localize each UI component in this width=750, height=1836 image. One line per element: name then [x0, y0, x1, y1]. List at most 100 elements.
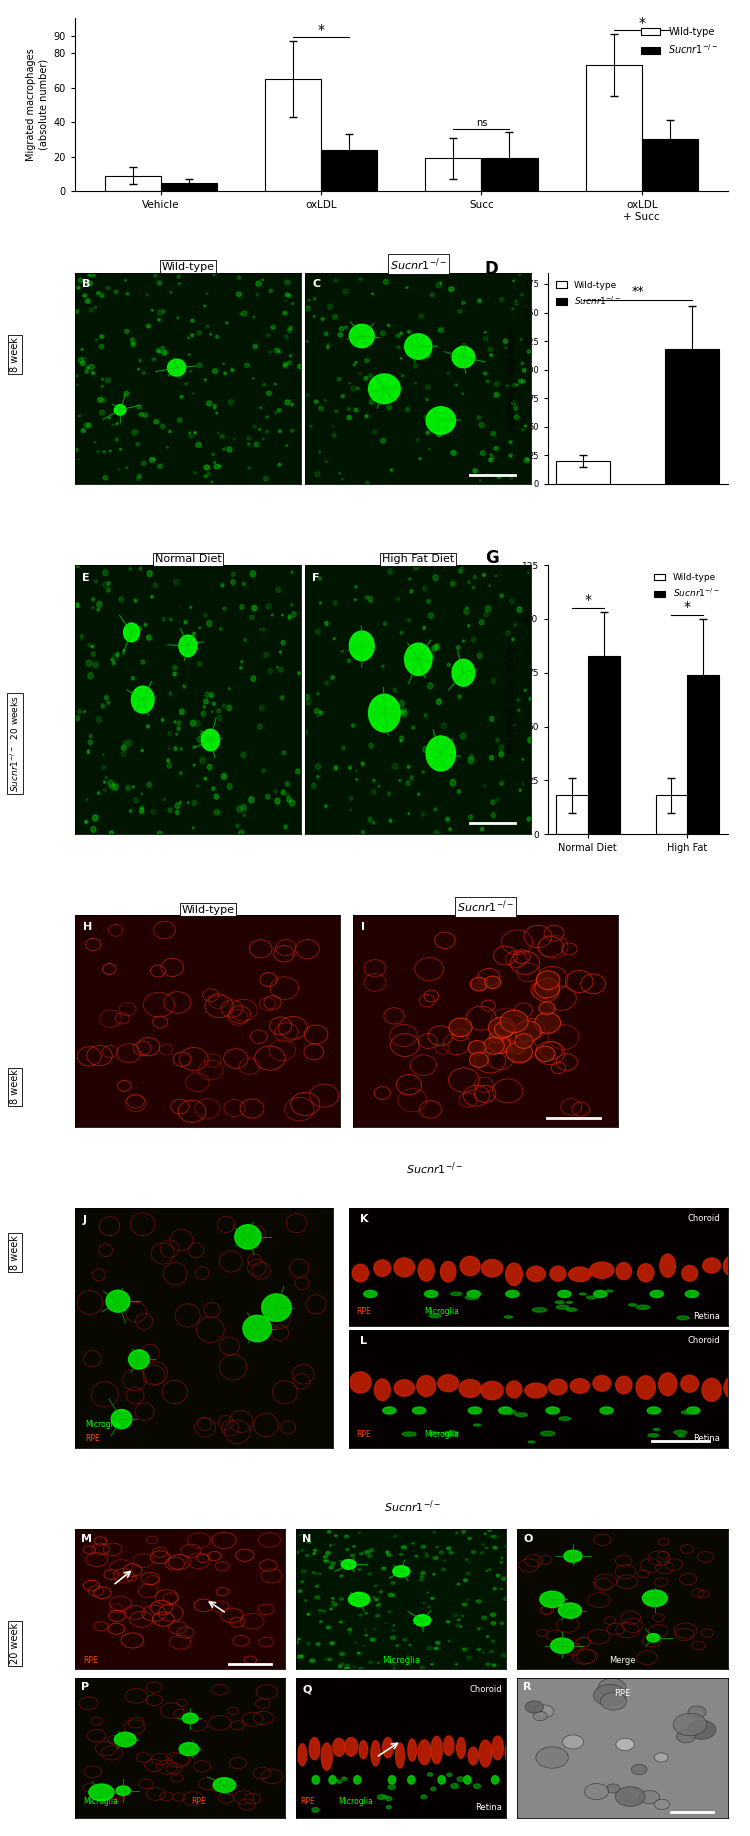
- Circle shape: [190, 720, 196, 727]
- Circle shape: [349, 766, 352, 769]
- Circle shape: [248, 442, 250, 446]
- Circle shape: [386, 1797, 392, 1801]
- Title: $Sucnr1^{-/-}$: $Sucnr1^{-/-}$: [389, 255, 447, 272]
- Circle shape: [365, 595, 368, 599]
- Circle shape: [419, 314, 423, 318]
- Circle shape: [114, 290, 118, 294]
- Circle shape: [654, 1799, 670, 1810]
- Circle shape: [430, 1432, 439, 1434]
- Circle shape: [502, 1577, 507, 1581]
- Circle shape: [522, 369, 526, 373]
- Circle shape: [129, 567, 132, 571]
- Circle shape: [190, 334, 194, 336]
- Circle shape: [124, 329, 129, 334]
- Circle shape: [276, 588, 280, 593]
- Circle shape: [179, 709, 184, 714]
- Circle shape: [235, 1225, 261, 1248]
- Circle shape: [80, 362, 85, 365]
- Circle shape: [103, 582, 108, 588]
- Circle shape: [427, 683, 433, 688]
- Circle shape: [112, 424, 114, 426]
- Circle shape: [345, 1663, 350, 1667]
- Circle shape: [430, 294, 434, 297]
- Circle shape: [347, 408, 350, 409]
- Circle shape: [451, 450, 456, 455]
- Ellipse shape: [506, 1742, 515, 1764]
- Circle shape: [482, 1544, 484, 1546]
- Circle shape: [382, 1796, 387, 1797]
- Circle shape: [474, 1785, 481, 1788]
- Circle shape: [342, 1777, 346, 1781]
- Circle shape: [500, 1561, 502, 1562]
- Circle shape: [448, 828, 452, 830]
- Circle shape: [201, 733, 205, 736]
- Circle shape: [419, 457, 422, 459]
- Circle shape: [502, 1654, 506, 1656]
- Circle shape: [371, 292, 374, 296]
- Circle shape: [154, 420, 158, 424]
- Circle shape: [168, 430, 171, 433]
- Bar: [160, 182, 217, 191]
- Circle shape: [89, 734, 92, 738]
- Circle shape: [196, 784, 199, 788]
- Circle shape: [556, 1305, 568, 1309]
- Circle shape: [212, 701, 215, 705]
- Text: $Sucnr1^{-/-}$: $Sucnr1^{-/-}$: [406, 1160, 463, 1177]
- Bar: [656, 795, 688, 834]
- Circle shape: [254, 345, 257, 349]
- Circle shape: [207, 472, 211, 476]
- Title: Wild-type: Wild-type: [161, 263, 214, 272]
- Ellipse shape: [686, 1291, 698, 1298]
- Circle shape: [406, 286, 408, 288]
- Circle shape: [288, 294, 291, 297]
- Circle shape: [497, 476, 500, 479]
- Circle shape: [536, 1746, 568, 1768]
- Circle shape: [514, 1021, 541, 1041]
- Circle shape: [100, 334, 104, 338]
- Circle shape: [146, 725, 149, 729]
- Circle shape: [323, 1561, 326, 1562]
- Circle shape: [305, 1555, 309, 1557]
- Circle shape: [306, 340, 308, 341]
- Circle shape: [555, 1302, 564, 1304]
- Text: Choroid: Choroid: [470, 1685, 502, 1695]
- Circle shape: [368, 1555, 372, 1557]
- Circle shape: [494, 446, 498, 450]
- Circle shape: [93, 815, 98, 821]
- Circle shape: [194, 745, 196, 749]
- Text: C: C: [312, 279, 320, 288]
- Circle shape: [423, 626, 425, 630]
- Circle shape: [197, 330, 201, 334]
- Circle shape: [402, 709, 406, 714]
- Circle shape: [503, 1410, 516, 1414]
- Circle shape: [158, 310, 163, 316]
- Text: M: M: [81, 1533, 92, 1544]
- Ellipse shape: [359, 1741, 368, 1759]
- Ellipse shape: [382, 1406, 396, 1414]
- Circle shape: [500, 782, 503, 786]
- Circle shape: [432, 646, 436, 652]
- Text: *: *: [684, 600, 691, 613]
- Circle shape: [494, 393, 499, 397]
- Circle shape: [310, 426, 312, 428]
- Circle shape: [321, 318, 324, 321]
- Circle shape: [400, 736, 404, 742]
- Circle shape: [458, 696, 461, 698]
- Circle shape: [314, 709, 319, 714]
- Text: Choroid: Choroid: [687, 1337, 720, 1346]
- Circle shape: [92, 599, 94, 600]
- Circle shape: [81, 428, 86, 433]
- Circle shape: [256, 294, 259, 296]
- Circle shape: [358, 341, 361, 345]
- Circle shape: [92, 371, 94, 375]
- Circle shape: [141, 659, 145, 665]
- Circle shape: [332, 314, 338, 319]
- Ellipse shape: [438, 1375, 458, 1392]
- Circle shape: [82, 356, 86, 362]
- Circle shape: [141, 806, 143, 810]
- Circle shape: [647, 1634, 660, 1641]
- Circle shape: [100, 294, 104, 297]
- Circle shape: [518, 380, 523, 384]
- Circle shape: [137, 626, 141, 630]
- Circle shape: [251, 571, 256, 577]
